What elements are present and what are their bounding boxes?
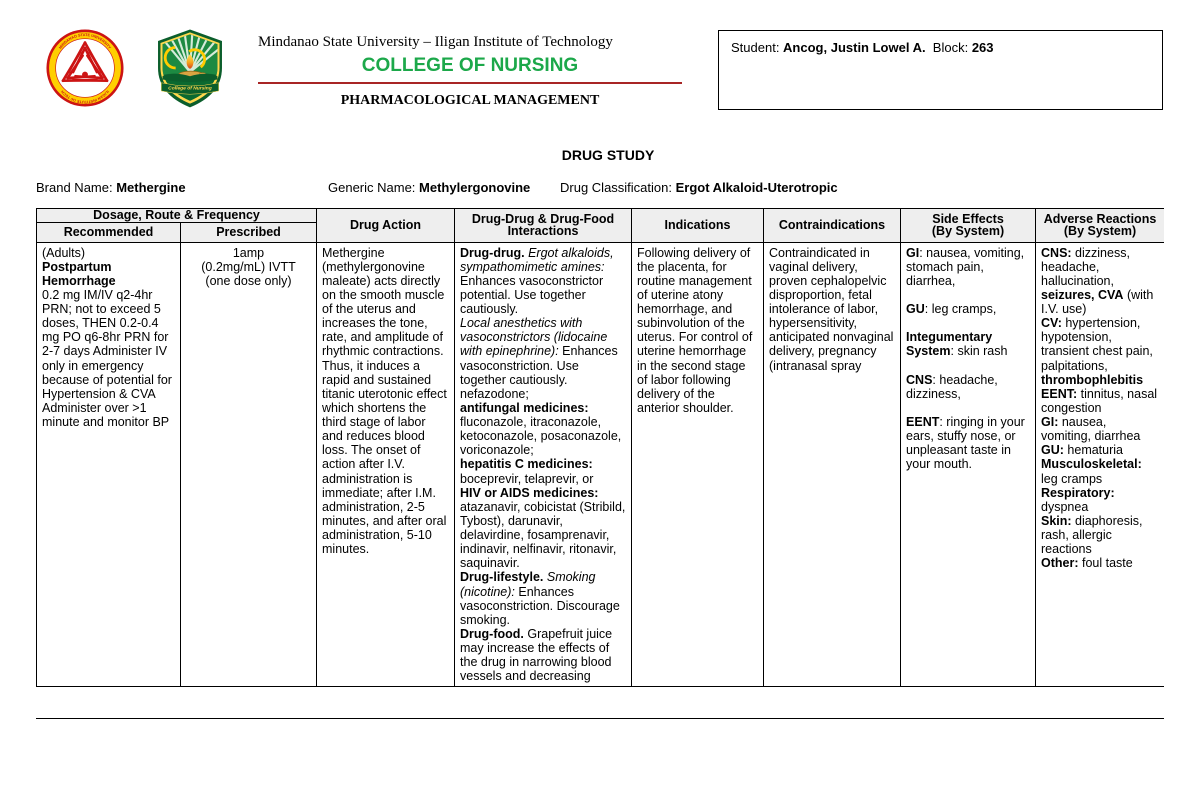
svg-text:College of Nursing: College of Nursing [168, 86, 212, 92]
